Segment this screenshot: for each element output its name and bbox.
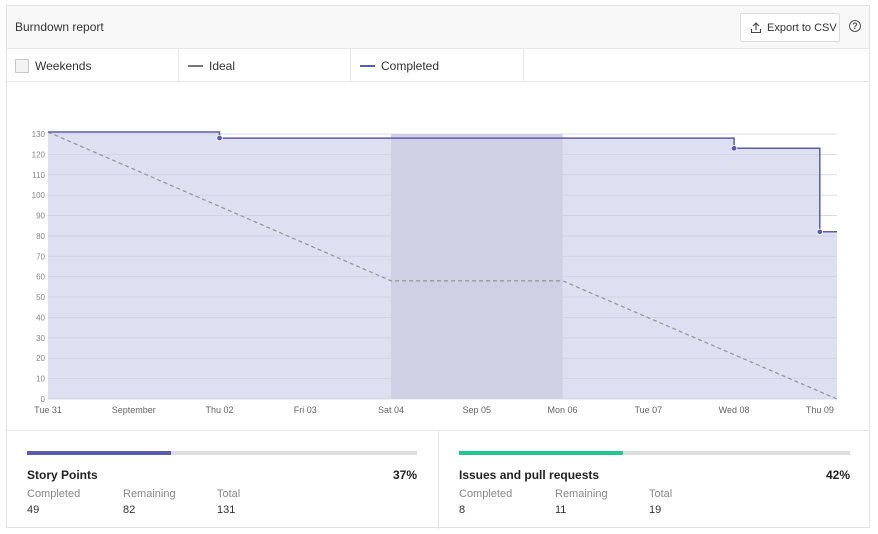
completed-marker-2 (817, 229, 823, 235)
y-tick-label-0: 0 (41, 395, 46, 404)
issues-progress-fill (459, 451, 623, 455)
report-header: Burndown report Export to CSV ? (7, 6, 869, 49)
y-tick-label-40: 40 (36, 313, 45, 322)
burndown-panel: Burndown report Export to CSV ? Weekends… (6, 5, 870, 528)
chart-legend: Weekends Ideal Completed (7, 49, 869, 82)
story-points-progress-fill (27, 451, 171, 455)
legend-completed[interactable]: Completed (351, 49, 524, 82)
issues-remaining-value: 11 (555, 504, 566, 516)
y-tick-label-30: 30 (36, 334, 45, 343)
y-tick-label-60: 60 (36, 273, 45, 282)
completed-line-swatch (360, 65, 375, 67)
story-points-title: Story Points (27, 468, 98, 482)
burndown-chart-svg: 0 10 20 30 40 50 60 70 80 90 100 110 120 130 Tue 31 Sep… (7, 82, 869, 430)
x-tick-label-1: September (112, 405, 156, 415)
y-tick-label-110: 110 (32, 171, 45, 180)
x-tick-label-8: Wed 08 (719, 405, 750, 415)
story-completed-value: 49 (27, 504, 39, 516)
story-points-stat: Story Points 37% Completed Remaining Tot… (7, 431, 438, 529)
legend-completed-label: Completed (381, 59, 439, 73)
issues-completed-label: Completed (459, 488, 512, 500)
completed-marker-1 (731, 145, 737, 151)
issues-percent: 42% (780, 468, 850, 482)
x-tick-label-9: Thu 09 (806, 405, 834, 415)
y-tick-label-90: 90 (36, 212, 45, 221)
y-tick-label-50: 50 (36, 293, 45, 302)
export-csv-button[interactable]: Export to CSV (740, 13, 840, 42)
legend-ideal[interactable]: Ideal (179, 49, 351, 82)
y-tick-label-10: 10 (36, 375, 45, 384)
x-tick-label-6: Mon 06 (548, 405, 578, 415)
x-tick-label-5: Sep 05 (463, 405, 492, 415)
story-remaining-value: 82 (123, 504, 135, 516)
y-tick-label-70: 70 (36, 252, 45, 261)
ideal-line-swatch (188, 65, 203, 67)
legend-weekends[interactable]: Weekends (7, 49, 179, 82)
legend-weekends-label: Weekends (35, 59, 91, 73)
story-total-value: 131 (217, 504, 235, 516)
page-title: Burndown report (15, 20, 104, 34)
weekends-checkbox[interactable] (15, 59, 29, 73)
burndown-chart: 0 10 20 30 40 50 60 70 80 90 100 110 120 130 Tue 31 Sep… (7, 82, 869, 430)
y-tick-label-20: 20 (36, 354, 45, 363)
export-icon (750, 22, 762, 34)
help-icon[interactable]: ? (849, 20, 861, 32)
story-remaining-label: Remaining (123, 488, 176, 500)
y-tick-label-130: 130 (32, 130, 46, 139)
issues-total-label: Total (649, 488, 672, 500)
issues-title: Issues and pull requests (459, 468, 599, 482)
story-points-progress-track (27, 451, 417, 455)
y-tick-label-80: 80 (36, 232, 45, 241)
y-tick-label-100: 100 (32, 191, 46, 200)
x-tick-label-3: Fri 03 (294, 405, 317, 415)
completed-marker-0 (217, 135, 223, 141)
y-tick-label-120: 120 (32, 150, 46, 159)
x-tick-label-7: Tue 07 (634, 405, 662, 415)
x-tick-label-0: Tue 31 (34, 405, 62, 415)
x-tick-label-4: Sat 04 (378, 405, 404, 415)
story-completed-label: Completed (27, 488, 80, 500)
legend-ideal-label: Ideal (209, 59, 235, 73)
issues-total-value: 19 (649, 504, 661, 516)
story-points-percent: 37% (347, 468, 417, 482)
stats-section: Story Points 37% Completed Remaining Tot… (7, 430, 869, 528)
issues-remaining-label: Remaining (555, 488, 608, 500)
export-csv-label: Export to CSV (767, 22, 837, 34)
issues-progress-track (459, 451, 850, 455)
issues-completed-value: 8 (459, 504, 465, 516)
x-tick-label-2: Thu 02 (206, 405, 234, 415)
story-total-label: Total (217, 488, 240, 500)
weekend-shade (391, 134, 563, 399)
issues-stat: Issues and pull requests 42% Completed R… (438, 431, 869, 529)
